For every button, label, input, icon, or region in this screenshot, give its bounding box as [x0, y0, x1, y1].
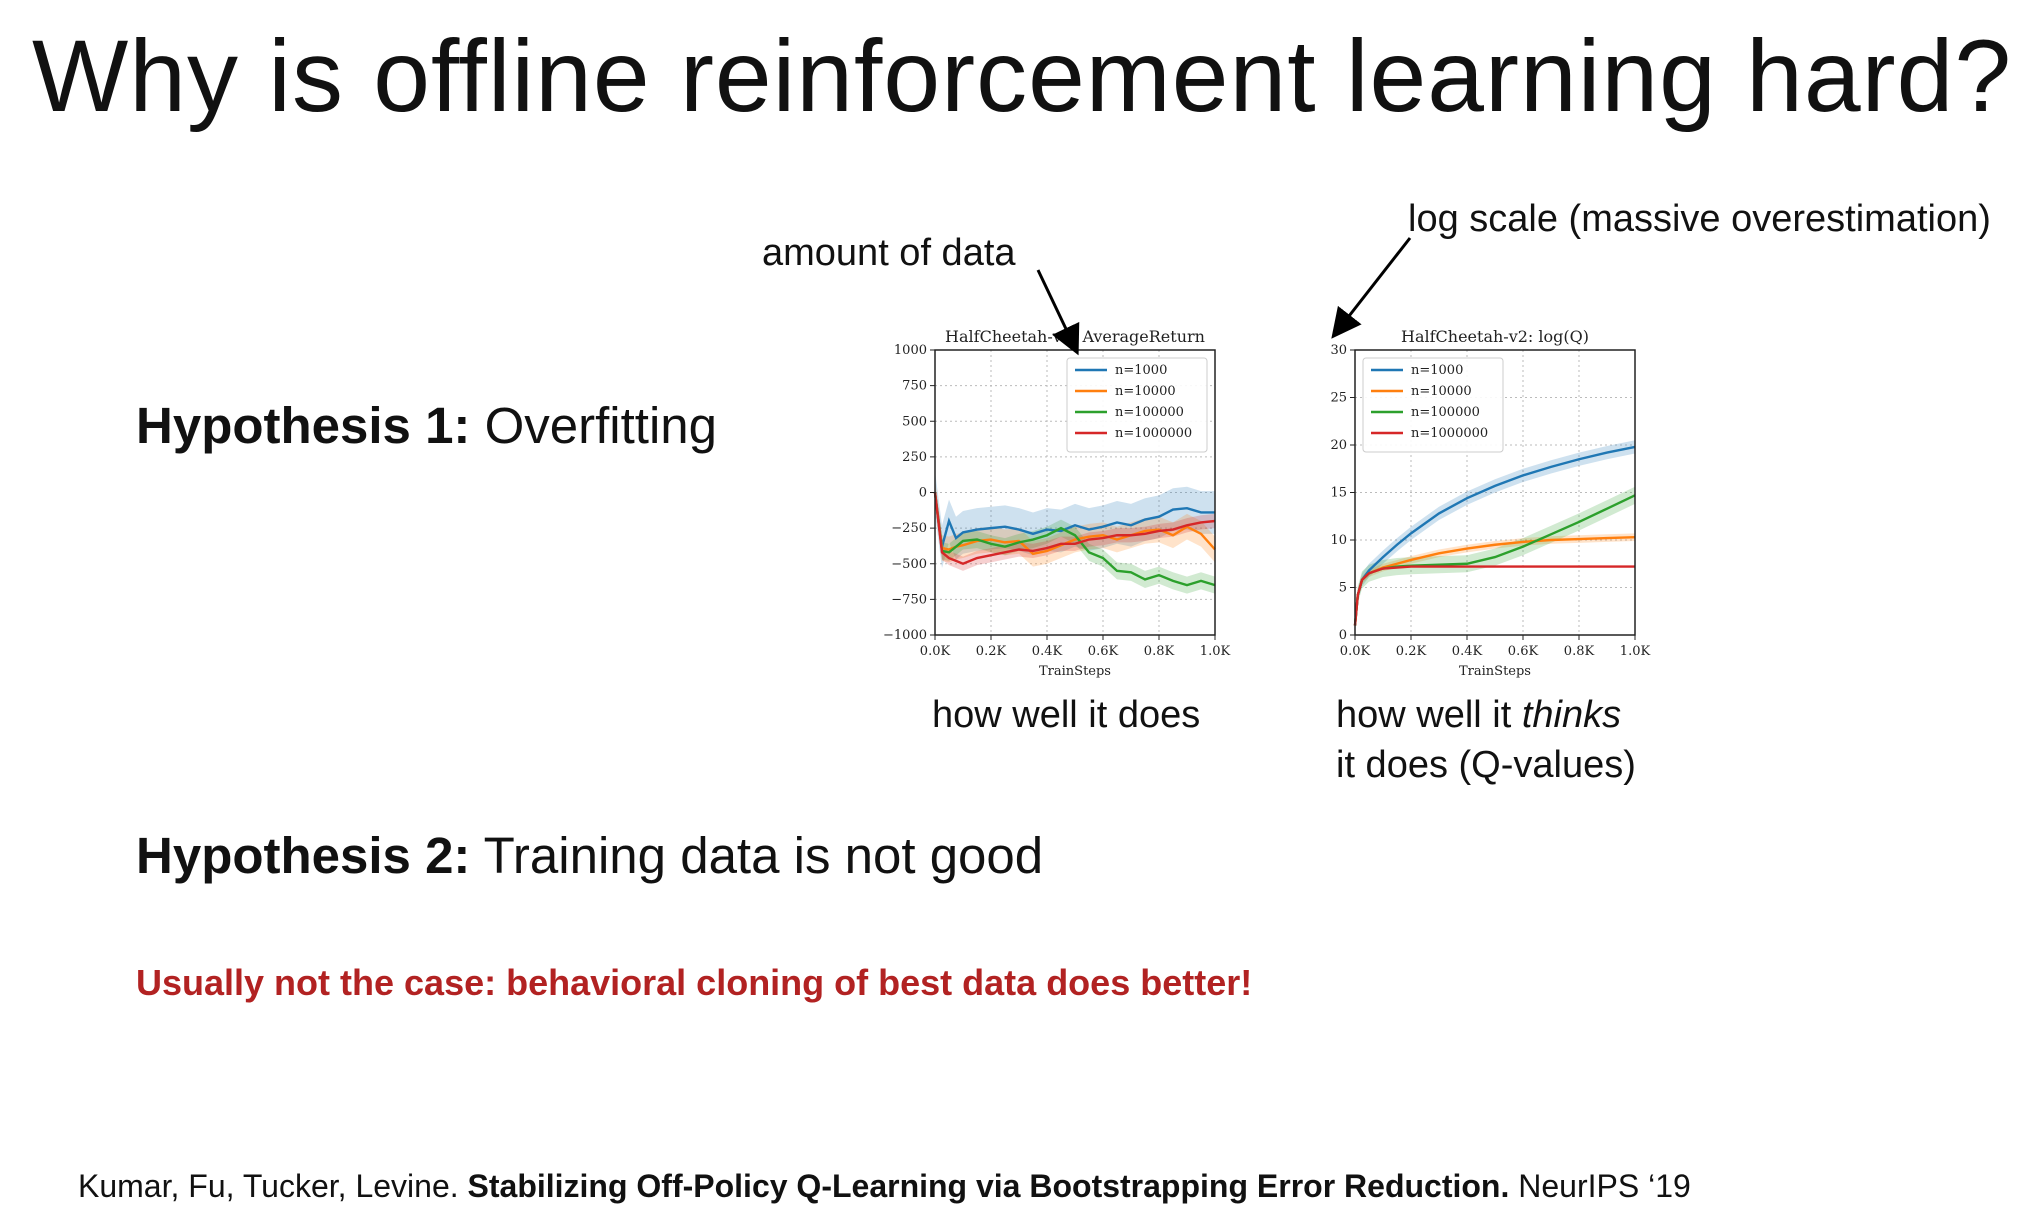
- hypothesis-1-text: Overfitting: [484, 397, 718, 454]
- y-tick-label: 10: [1330, 533, 1347, 548]
- y-tick-label: −250: [891, 521, 927, 536]
- x-tick-label: 0.4K: [1452, 644, 1483, 659]
- y-tick-label: 1000: [894, 343, 927, 358]
- legend-label: n=1000000: [1411, 426, 1488, 441]
- series-band-n=1000: [935, 471, 1215, 569]
- x-tick-label: 0.8K: [1564, 644, 1595, 659]
- series-band-n=1000000: [935, 485, 1215, 571]
- x-tick-label: 0.6K: [1508, 644, 1539, 659]
- annotation-amount-of-data: amount of data: [762, 232, 1016, 274]
- legend-label: n=1000000: [1115, 426, 1192, 441]
- y-tick-label: −500: [891, 557, 927, 572]
- x-tick-label: 0.4K: [1032, 644, 1063, 659]
- hypothesis-2: Hypothesis 2: Training data is not good: [136, 826, 1043, 885]
- citation-authors: Kumar, Fu, Tucker, Levine.: [78, 1168, 468, 1204]
- legend-label: n=1000: [1411, 363, 1463, 378]
- x-tick-label: 0.6K: [1088, 644, 1119, 659]
- series-band-n=1000: [1355, 440, 1635, 633]
- y-tick-label: 750: [902, 379, 927, 394]
- legend-box: [1362, 357, 1504, 453]
- y-tick-label: 20: [1330, 438, 1347, 453]
- legend-label: n=10000: [1115, 384, 1176, 399]
- hypothesis-1: Hypothesis 1: Overfitting: [136, 396, 717, 455]
- x-tick-label: 0.0K: [920, 644, 951, 659]
- x-axis-label: TrainSteps: [1039, 664, 1111, 679]
- x-tick-label: 1.0K: [1200, 644, 1231, 659]
- citation: Kumar, Fu, Tucker, Levine. Stabilizing O…: [78, 1168, 1691, 1205]
- y-tick-label: 30: [1330, 343, 1347, 358]
- series-band-n=100000: [1355, 486, 1635, 635]
- legend-label: n=1000: [1115, 363, 1167, 378]
- red-note: Usually not the case: behavioral cloning…: [136, 962, 1253, 1003]
- legend-label: n=100000: [1411, 405, 1480, 420]
- annotation-log-scale: log scale (massive overestimation): [1408, 198, 1991, 240]
- citation-venue: NeurIPS ‘19: [1509, 1168, 1691, 1204]
- hypothesis-1-label: Hypothesis 1:: [136, 397, 471, 454]
- x-tick-label: 0.2K: [1396, 644, 1427, 659]
- series-line-n=100000: [933, 492, 1216, 587]
- x-tick-label: 0.0K: [1340, 644, 1371, 659]
- caption-2-line2: it does (Q-values): [1336, 744, 1636, 786]
- y-tick-label: 15: [1330, 486, 1347, 501]
- series-band-n=10000: [935, 479, 1215, 567]
- y-tick-label: 0: [1339, 628, 1347, 643]
- y-tick-label: 0: [919, 486, 927, 501]
- chart-log-q: HalfCheetah-v2: log(Q) 0.0K 0.2K 0.4K 0.6K 0.…: [1330, 327, 1651, 679]
- y-tick-label: −1000: [883, 628, 927, 643]
- y-tick-label: −750: [891, 592, 927, 607]
- legend-label: n=100000: [1115, 405, 1184, 420]
- legend-box: [1066, 357, 1208, 453]
- x-tick-label: 0.2K: [976, 644, 1007, 659]
- hypothesis-2-label: Hypothesis 2:: [136, 827, 471, 884]
- caption-2-italic: thinks: [1521, 694, 1622, 736]
- series-line-n=1000000: [933, 492, 1216, 566]
- series-line-n=1000000: [1353, 565, 1635, 626]
- caption-how-well-it-thinks: how well it thinks it does (Q-values): [1336, 690, 1636, 790]
- chart-title: HalfCheetah-v2: AverageReturn: [945, 327, 1205, 346]
- caption-how-well-it-does: how well it does: [932, 694, 1201, 736]
- y-tick-label: 5: [1339, 581, 1347, 596]
- slide-title: Why is offline reinforcement learning ha…: [31, 19, 2013, 133]
- y-tick-label: 25: [1330, 391, 1347, 406]
- chart-title: HalfCheetah-v2: log(Q): [1401, 327, 1589, 346]
- citation-paper: Stabilizing Off-Policy Q-Learning via Bo…: [467, 1168, 1510, 1204]
- series-line-n=1000: [933, 492, 1215, 547]
- y-tick-label: 250: [902, 450, 927, 465]
- y-tick-label: 500: [902, 414, 927, 429]
- x-tick-label: 1.0K: [1620, 644, 1651, 659]
- x-axis-label: TrainSteps: [1459, 664, 1531, 679]
- legend-label: n=10000: [1411, 384, 1472, 399]
- hypothesis-2-text: Training data is not good: [483, 827, 1044, 884]
- caption-2-before: how well it: [1336, 694, 1522, 736]
- chart-average-return: HalfCheetah-v2: AverageReturn 0.0K 0.2K 0.4…: [883, 327, 1231, 679]
- x-tick-label: 0.8K: [1144, 644, 1175, 659]
